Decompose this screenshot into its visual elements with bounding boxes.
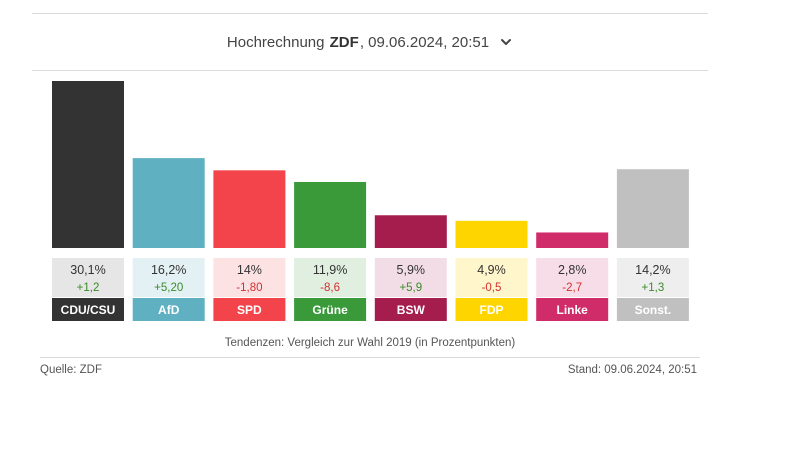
- value-label-linke: 2,8%: [558, 263, 587, 277]
- chart-caption: Tendenzen: Vergleich zur Wahl 2019 (in P…: [224, 337, 516, 349]
- value-box-gr-ne: [294, 258, 367, 297]
- change-label-linke: -2,7: [562, 282, 582, 294]
- party-box-fdp: [455, 298, 528, 321]
- party-box-gr-ne: [294, 298, 367, 321]
- change-label-spd: -1,80: [236, 282, 262, 294]
- party-label-bsw: BSW: [397, 303, 426, 317]
- party-label-linke: Linke: [557, 303, 589, 317]
- change-label-cdu-csu: +1,2: [77, 282, 100, 294]
- footer-divider: [40, 357, 700, 358]
- value-label-bsw: 5,9%: [397, 263, 426, 277]
- bar-cdu-csu: [52, 81, 124, 248]
- bar-bsw: [374, 215, 447, 248]
- party-label-afd: AfD: [158, 303, 180, 317]
- bar-fdp: [455, 220, 528, 248]
- projection-selector[interactable]: Hochrechnung ZDF , 09.06.2024, 20:51: [32, 14, 708, 70]
- value-label-fdp: 4,9%: [477, 263, 506, 277]
- bar-linke: [536, 232, 609, 248]
- party-box-linke: [536, 298, 609, 321]
- change-label-sonst: +1,3: [642, 282, 665, 294]
- bar-chart: 30,1% +1,2 CDU/CSU 16,2% +5,20 AfD 14% -1,80 SPD…: [52, 81, 689, 321]
- party-label-cdu-csu: CDU/CSU: [61, 303, 116, 317]
- party-box-spd: [213, 298, 286, 321]
- value-box-fdp: [455, 258, 528, 297]
- top-divider: [32, 13, 708, 14]
- change-label-gr-ne: -8,6: [320, 282, 340, 294]
- value-box-cdu-csu: [52, 258, 124, 297]
- value-label-afd: 16,2%: [151, 263, 186, 277]
- value-label-gr-ne: 11,9%: [313, 263, 348, 277]
- value-box-sonst: [616, 258, 689, 297]
- value-box-bsw: [374, 258, 447, 297]
- change-label-afd: +5,20: [154, 282, 183, 294]
- value-label-sonst: 14,2%: [635, 263, 670, 277]
- header-prefix: Hochrechnung: [226, 33, 329, 51]
- party-box-afd: [132, 298, 205, 321]
- header-divider: [32, 70, 708, 71]
- header-suffix: , 09.06.2024, 20:51: [359, 33, 490, 51]
- party-box-bsw: [374, 298, 447, 321]
- value-box-linke: [536, 258, 609, 297]
- party-label-sonst: Sonst.: [635, 303, 672, 317]
- bar-afd: [132, 158, 205, 248]
- change-label-fdp: -0,5: [482, 282, 502, 294]
- party-label-fdp: FDP: [480, 303, 504, 317]
- bar-gr-ne: [294, 181, 367, 248]
- change-label-bsw: +5,9: [399, 282, 422, 294]
- party-box-cdu-csu: [52, 298, 124, 321]
- value-box-afd: [132, 258, 205, 297]
- bar-spd: [213, 170, 286, 248]
- value-label-spd: 14%: [237, 263, 262, 277]
- party-box-sonst: [616, 298, 689, 321]
- party-label-spd: SPD: [237, 303, 262, 317]
- source-label: Quelle: ZDF: [40, 364, 102, 376]
- party-label-gr-ne: Grüne: [312, 303, 348, 317]
- timestamp-label: Stand: 09.06.2024, 20:51: [567, 364, 697, 376]
- bar-sonst: [616, 169, 689, 248]
- chevron-down-icon[interactable]: [499, 35, 513, 49]
- value-box-spd: [213, 258, 286, 297]
- value-label-cdu-csu: 30,1%: [70, 263, 105, 277]
- header-source: ZDF: [329, 33, 359, 51]
